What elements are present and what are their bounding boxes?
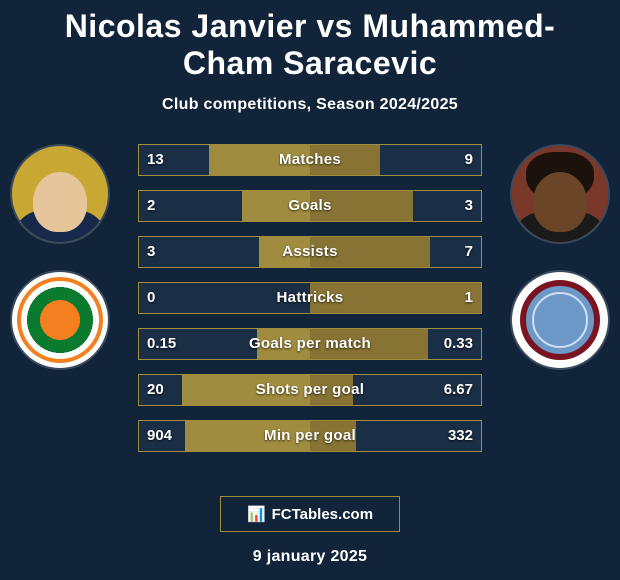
stat-row: 01Hattricks: [138, 282, 482, 314]
stat-row: 23Goals: [138, 190, 482, 222]
brand-text: FCTables.com: [272, 506, 373, 523]
player-left-avatar: [10, 144, 110, 244]
stat-row: 904332Min per goal: [138, 420, 482, 452]
footer-date: 9 january 2025: [0, 548, 620, 566]
player-right-avatar: [510, 144, 610, 244]
page-subtitle: Club competitions, Season 2024/2025: [0, 96, 620, 114]
stat-label: Hattricks: [139, 283, 481, 313]
stat-label: Goals per match: [139, 329, 481, 359]
stat-rows: 139Matches 23Goals 37Assists 01Hattricks 0.1…: [138, 144, 482, 466]
stat-label: Shots per goal: [139, 375, 481, 405]
page-title: Nicolas Janvier vs Muhammed-Cham Saracev…: [0, 0, 620, 82]
stat-row: 37Assists: [138, 236, 482, 268]
chart-icon: 📊: [247, 505, 266, 523]
stat-row: 139Matches: [138, 144, 482, 176]
stat-label: Min per goal: [139, 421, 481, 451]
stat-row: 0.150.33Goals per match: [138, 328, 482, 360]
brand-badge: 📊 FCTables.com: [220, 496, 400, 532]
stat-label: Matches: [139, 145, 481, 175]
stat-label: Assists: [139, 237, 481, 267]
club-right-logo: [510, 270, 610, 370]
stat-label: Goals: [139, 191, 481, 221]
club-left-logo: [10, 270, 110, 370]
stat-row: 206.67Shots per goal: [138, 374, 482, 406]
